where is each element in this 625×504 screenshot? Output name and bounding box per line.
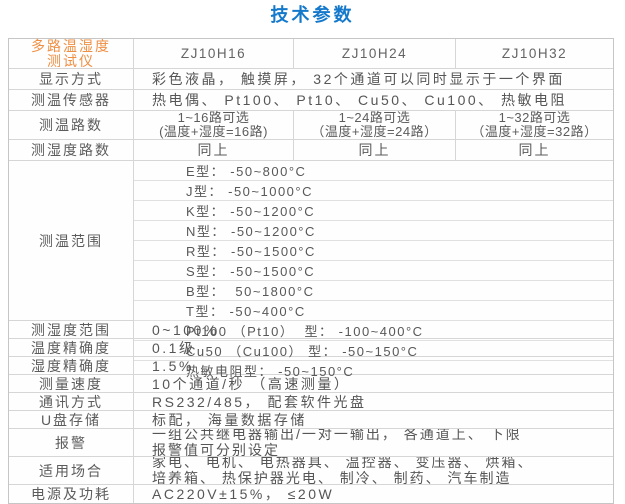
row-value: 标配， 海量数据存储 bbox=[152, 411, 307, 428]
table-row-header: 多路温湿度 测试仪 ZJ10H16 ZJ10H24 ZJ10H32 bbox=[9, 37, 613, 69]
table-row-temp-accuracy: 温度精确度 0.1级 bbox=[9, 339, 613, 357]
table-row-humidity-range: 测湿度范围 0~100% bbox=[9, 321, 613, 339]
temp-range-item: R型： -50~1500°C bbox=[134, 241, 613, 261]
row-value: 彩色液晶， 触摸屏， 32个通道可以同时显示于一个界面 bbox=[152, 71, 565, 87]
row-value: AC220V±15%， ≤20W bbox=[152, 486, 335, 502]
table-row-sensor: 测温传感器 热电偶、 Pt100、 Pt10、 Cu50、 Cu100、 热敏电… bbox=[9, 90, 613, 111]
temp-range-item: B型： 50~1800°C bbox=[134, 281, 613, 301]
table-row-temp-range: 测温范围 E型： -50~800°C J型： -50~1000°C K型： -5… bbox=[9, 161, 613, 379]
model-zj10h16: ZJ10H16 bbox=[134, 39, 294, 68]
row-label: 湿度精确度 bbox=[9, 357, 134, 374]
table-row-temp-channels: 测温路数 1~16路可选 (温度+湿度=16路) 1~24路可选 （温度+湿度=… bbox=[9, 109, 613, 140]
row-label: 报警 bbox=[9, 429, 134, 456]
spec-table: 多路温湿度 测试仪 ZJ10H16 ZJ10H24 ZJ10H32 显示方式 彩… bbox=[8, 38, 614, 504]
humidity-channels-option-3: 同上 bbox=[518, 142, 551, 158]
temp-channels-option-16: 1~16路可选 (温度+湿度=16路) bbox=[134, 110, 294, 139]
row-label: 测温范围 bbox=[9, 161, 134, 320]
page-title: 技术参数 bbox=[270, 5, 355, 25]
temp-range-item: 热敏电阻型： -50~150°C bbox=[186, 364, 355, 379]
product-name-cell: 多路温湿度 测试仪 bbox=[9, 37, 134, 69]
humidity-channels-option-2: 同上 bbox=[294, 140, 456, 160]
table-row-alarm: 报警 一组公共继电器输出/一对一输出， 各通道上、 下限 报警值可分别设定 bbox=[9, 429, 613, 457]
row-value: 1.5% bbox=[152, 357, 194, 374]
row-label: 测湿度范围 bbox=[9, 321, 134, 338]
row-label: 适用场合 bbox=[9, 457, 134, 484]
row-value: 家电、 电机、 电热器具、 温控器、 变压器、 烘箱、 培养箱、 热保护器光电、… bbox=[152, 457, 534, 484]
row-value: 0~100% bbox=[152, 321, 219, 338]
row-value: 0.1级 bbox=[152, 339, 196, 356]
table-row-humidity-accuracy: 湿度精确度 1.5% bbox=[9, 357, 613, 375]
row-label: 测湿度路数 bbox=[9, 140, 134, 160]
humidity-channels-option-1: 同上 bbox=[134, 140, 294, 160]
temp-channels-option-24: 1~24路可选 （温度+湿度=24路） bbox=[294, 110, 456, 139]
table-row-humidity-channels: 测湿度路数 同上 同上 同上 bbox=[9, 140, 613, 161]
temp-range-item: E型： -50~800°C bbox=[134, 161, 613, 181]
table-row-comm: 通讯方式 RS232/485， 配套软件光盘 bbox=[9, 393, 613, 411]
temp-range-item: Pt100 （Pt10） 型： -100~400°C bbox=[134, 321, 613, 341]
row-label: 测温路数 bbox=[9, 111, 134, 139]
row-label: 通讯方式 bbox=[9, 393, 134, 410]
temp-range-item: S型： -50~1500°C bbox=[134, 261, 613, 281]
row-label: U盘存储 bbox=[9, 411, 134, 428]
temp-range-list: E型： -50~800°C J型： -50~1000°C K型： -50~120… bbox=[134, 161, 613, 379]
temp-range-item: N型： -50~1200°C bbox=[134, 221, 613, 241]
row-label: 测温传感器 bbox=[9, 90, 134, 110]
temp-range-item: J型： -50~1000°C bbox=[134, 181, 613, 201]
temp-range-item: T型： -50~400°C bbox=[134, 301, 613, 321]
row-label: 测量速度 bbox=[9, 375, 134, 392]
row-value: RS232/485， 配套软件光盘 bbox=[152, 393, 367, 410]
temp-channels-option-32: 1~32路可选 （温度+湿度=32路） bbox=[471, 109, 598, 139]
row-label: 显示方式 bbox=[9, 69, 134, 89]
temp-range-item: K型： -50~1200°C bbox=[134, 201, 613, 221]
row-value: 一组公共继电器输出/一对一输出， 各通道上、 下限 报警值可分别设定 bbox=[152, 429, 522, 456]
product-name-line1: 多路温湿度 bbox=[31, 37, 111, 54]
row-label: 温度精确度 bbox=[9, 339, 134, 356]
table-row-usb: U盘存储 标配， 海量数据存储 bbox=[9, 411, 613, 429]
model-zj10h24: ZJ10H24 bbox=[294, 39, 456, 68]
table-row-speed: 测量速度 10个通道/秒 （高速测量） bbox=[9, 375, 613, 393]
row-value: 10个通道/秒 （高速测量） bbox=[152, 375, 351, 392]
row-value: 热电偶、 Pt100、 Pt10、 Cu50、 Cu100、 热敏电阻 bbox=[152, 92, 568, 108]
row-label: 电源及功耗 bbox=[9, 485, 134, 503]
table-row-power: 电源及功耗 AC220V±15%， ≤20W bbox=[9, 485, 613, 503]
table-row-application: 适用场合 家电、 电机、 电热器具、 温控器、 变压器、 烘箱、 培养箱、 热保… bbox=[9, 457, 613, 485]
table-row-display: 显示方式 彩色液晶， 触摸屏， 32个通道可以同时显示于一个界面 bbox=[9, 69, 613, 90]
model-zj10h32: ZJ10H32 bbox=[501, 46, 568, 61]
temp-range-item: Cu50 （Cu100） 型： -50~150°C bbox=[134, 341, 613, 361]
product-name-line2: 测试仪 bbox=[47, 52, 95, 69]
